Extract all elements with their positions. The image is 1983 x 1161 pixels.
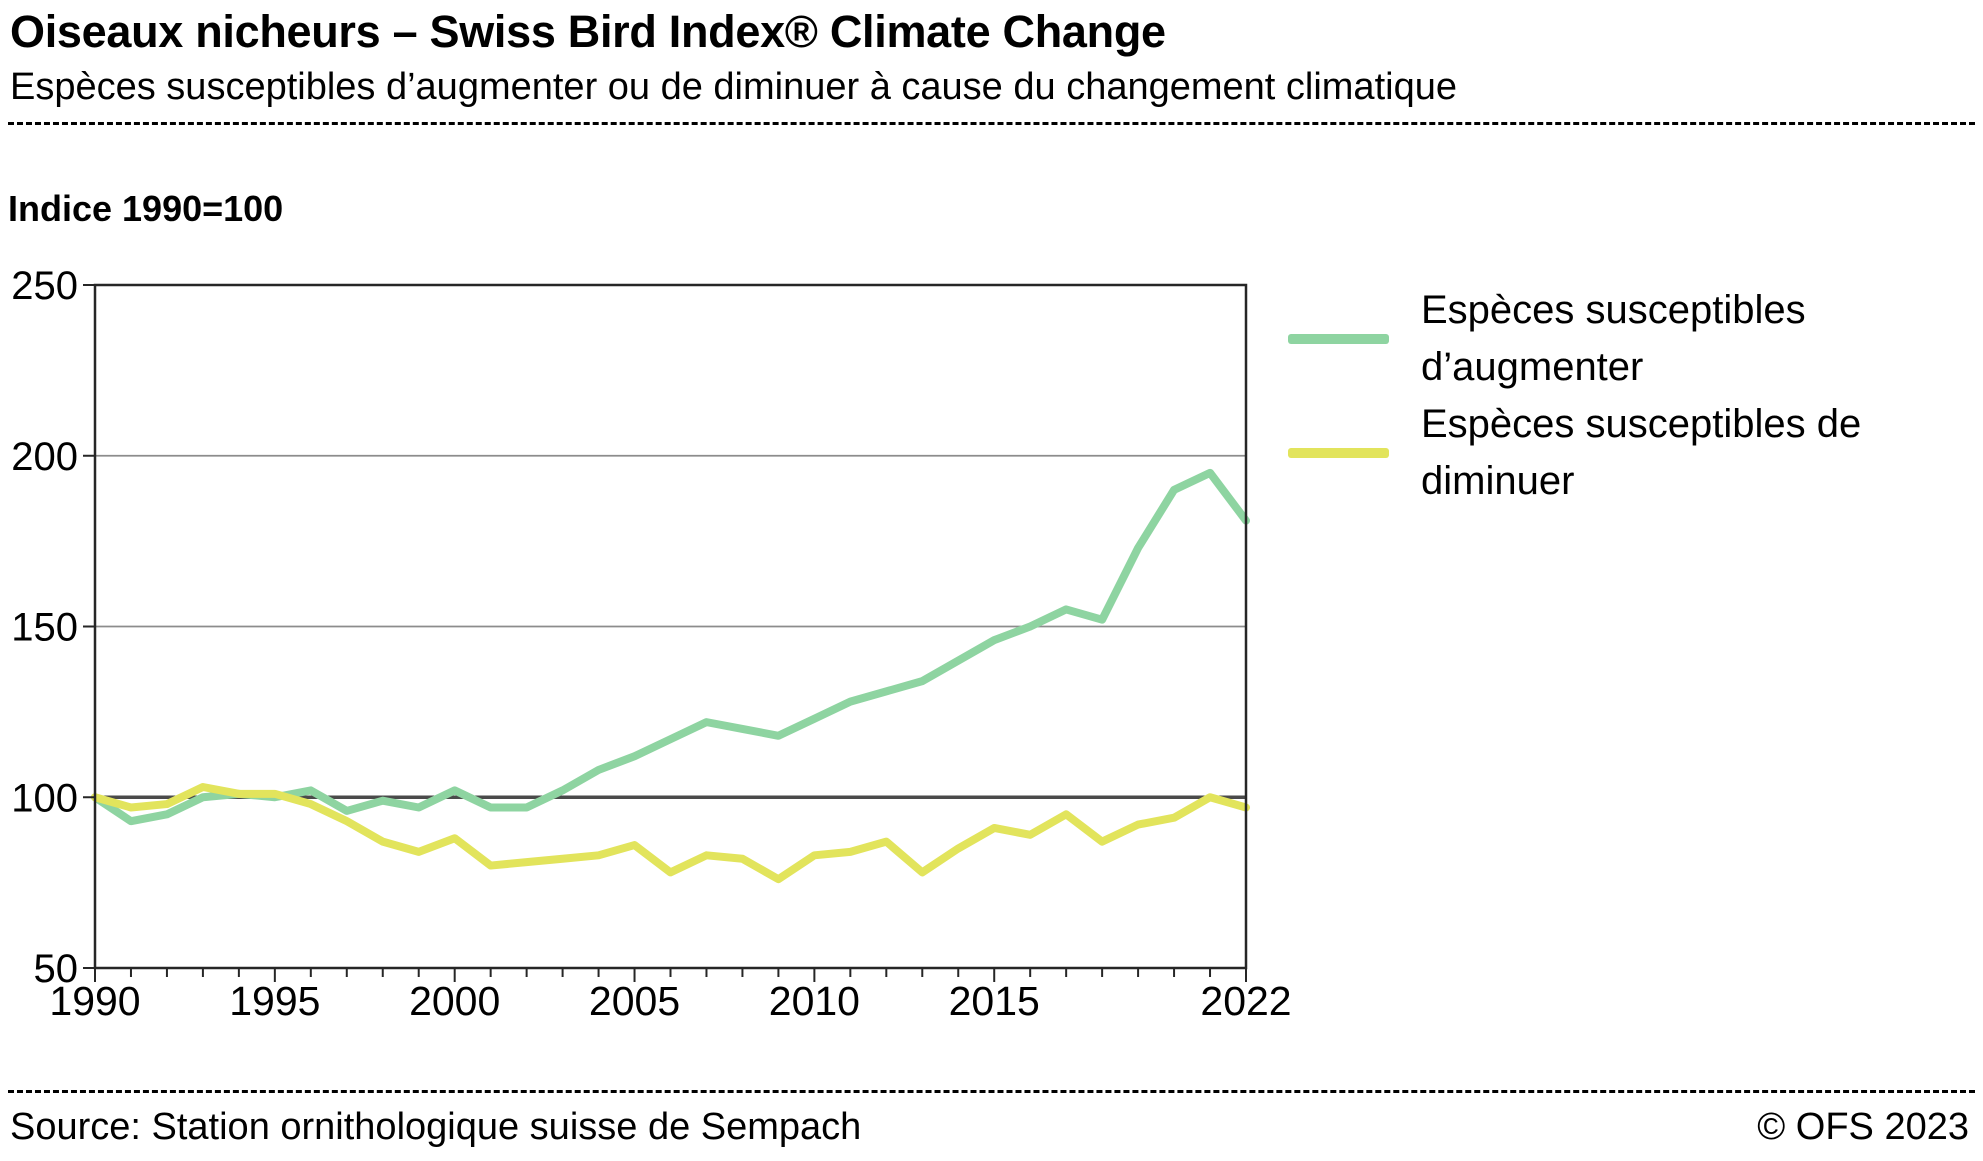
header-divider <box>8 122 1975 125</box>
page-subtitle: Espèces susceptibles d’augmenter ou de d… <box>10 66 1457 108</box>
y-axis-label: 50 <box>34 947 79 991</box>
copyright-note: © OFS 2023 <box>1757 1106 1969 1148</box>
legend: Espèces susceptibles d’augmenter Espèces… <box>1288 282 1941 510</box>
legend-swatch-diminuer <box>1288 448 1389 458</box>
page-title: Oiseaux nicheurs – Swiss Bird Index® Cli… <box>10 6 1166 57</box>
legend-item-augmenter: Espèces susceptibles d’augmenter <box>1288 282 1941 396</box>
y-axis-label: 100 <box>11 776 78 820</box>
index-base-label: Indice 1990=100 <box>8 188 284 229</box>
footer-divider <box>8 1090 1975 1093</box>
y-axis-label: 200 <box>11 435 78 479</box>
legend-swatch-augmenter <box>1288 334 1389 344</box>
x-axis-label: 1995 <box>229 978 320 1024</box>
x-axis-label: 2000 <box>409 978 500 1024</box>
legend-label-augmenter: Espèces susceptibles d’augmenter <box>1421 288 1806 389</box>
source-note: Source: Station ornithologique suisse de… <box>10 1106 862 1148</box>
legend-label-diminuer: Espèces susceptibles de diminuer <box>1421 402 1862 503</box>
y-axis-label: 150 <box>11 606 78 650</box>
line-chart: 1990 1995 2000 2005 2010 2015 2022 50 100 150 200 2… <box>11 264 1291 1024</box>
x-axis-label: 2010 <box>769 978 860 1024</box>
series-line-augmenter <box>91 468 1250 826</box>
y-axis-label: 250 <box>11 264 78 308</box>
legend-item-diminuer: Espèces susceptibles de diminuer <box>1288 396 1941 510</box>
x-axis-label: 2015 <box>949 978 1040 1024</box>
x-axis-label: 2005 <box>589 978 680 1024</box>
x-axis-label: 1990 <box>49 978 140 1024</box>
series-line-diminuer <box>91 783 1250 884</box>
x-axis-label: 2022 <box>1200 978 1291 1024</box>
